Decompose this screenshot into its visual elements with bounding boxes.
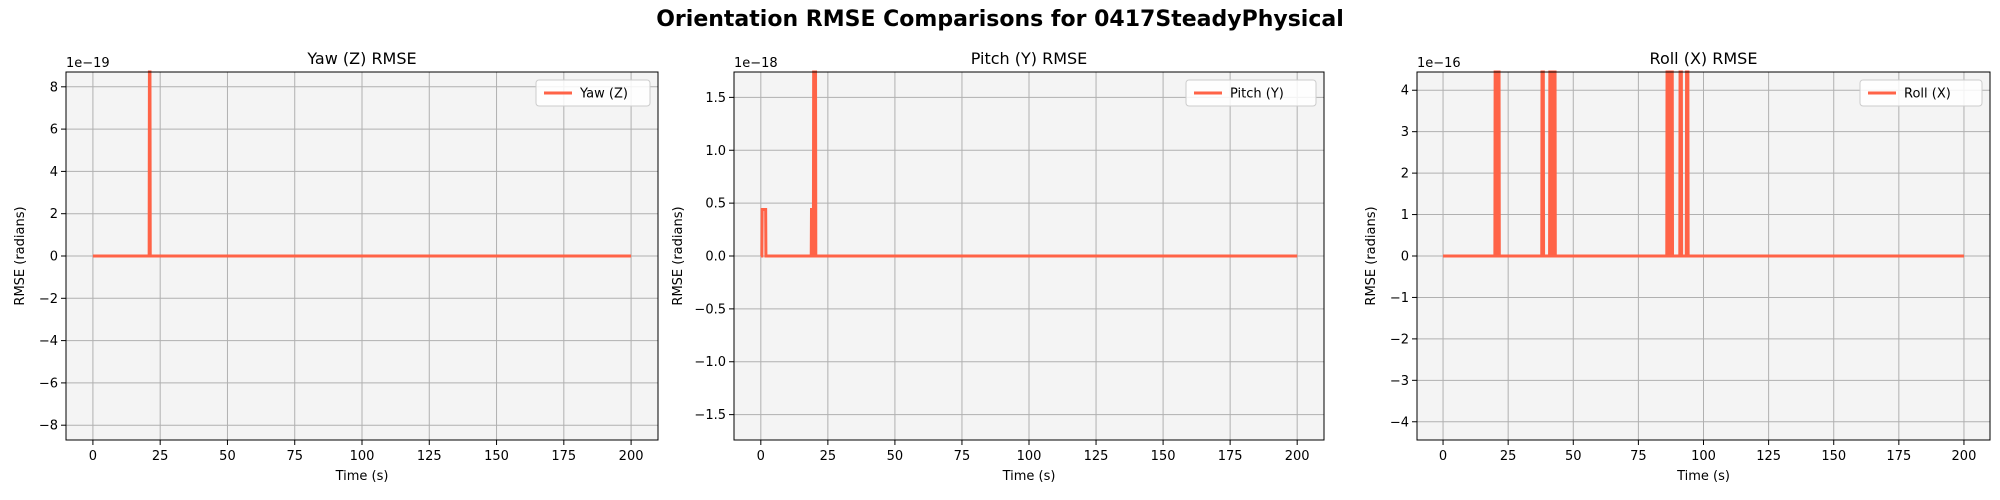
yaw-ytick-label: 2 <box>50 207 58 222</box>
roll-xtick-label: 125 <box>1756 449 1781 464</box>
roll-axes-title: Roll (X) RMSE <box>1650 49 1758 68</box>
roll-ytick-label: 3 <box>1401 125 1409 140</box>
yaw-xtick-label: 175 <box>551 449 576 464</box>
yaw-xtick-label: 50 <box>219 449 236 464</box>
roll-ytick-label: −2 <box>1390 332 1409 347</box>
pitch-ytick-label: 0.5 <box>705 197 726 212</box>
pitch-ytick-label: 0.0 <box>705 250 726 265</box>
pitch-xtick-label: 50 <box>887 449 904 464</box>
yaw-legend-label: Yaw (Z) <box>579 87 628 102</box>
yaw-xtick-label: 150 <box>484 449 509 464</box>
yaw-axes: 0 25 50 75 100 125 150 175 200 −8 −6 −4 −2 0 2 4 6 8 1e−19… <box>13 49 659 484</box>
yaw-ytick-label: −8 <box>39 419 58 434</box>
yaw-ytick-label: −4 <box>39 334 58 349</box>
pitch-axes: 0 25 50 75 100 125 150 175 200 −1.5 −1.0 −0.5 0.0 0.5… <box>671 49 1325 484</box>
yaw-xtick-label: 0 <box>89 449 97 464</box>
pitch-legend-label: Pitch (Y) <box>1230 87 1284 102</box>
roll-xtick-label: 0 <box>1439 449 1447 464</box>
roll-legend: Roll (X) <box>1859 79 1983 107</box>
pitch-xtick-label: 150 <box>1151 449 1176 464</box>
yaw-xtick-label: 100 <box>350 449 375 464</box>
pitch-axes-title: Pitch (Y) RMSE <box>971 49 1088 68</box>
yaw-xtick-label: 75 <box>286 449 303 464</box>
roll-xlabel: Time (s) <box>1676 469 1730 484</box>
pitch-ytick-label: −1.5 <box>694 408 726 423</box>
roll-ytick-label: 1 <box>1401 208 1409 223</box>
pitch-ylabel: RMSE (radians) <box>671 206 686 305</box>
pitch-ytick-label: 1.0 <box>705 144 726 159</box>
pitch-xtick-label: 200 <box>1285 449 1310 464</box>
yaw-ylabel: RMSE (radians) <box>13 206 28 305</box>
yaw-offset-label: 1e−19 <box>66 56 110 71</box>
pitch-legend: Pitch (Y) <box>1185 79 1317 107</box>
yaw-xlabel: Time (s) <box>335 469 389 484</box>
yaw-axes-title: Yaw (Z) RMSE <box>306 49 416 68</box>
roll-ytick-label: −4 <box>1390 415 1409 430</box>
pitch-xtick-label: 25 <box>820 449 837 464</box>
pitch-ytick-label: −0.5 <box>694 302 726 317</box>
pitch-xtick-label: 75 <box>954 449 971 464</box>
pitch-xtick-label: 125 <box>1084 449 1109 464</box>
roll-legend-frame <box>1859 79 1983 107</box>
yaw-xtick-label: 200 <box>619 449 644 464</box>
roll-ytick-label: 4 <box>1401 84 1409 99</box>
roll-ylabel: RMSE (radians) <box>1364 206 1379 305</box>
pitch-xtick-label: 0 <box>757 449 765 464</box>
roll-legend-label: Roll (X) <box>1904 87 1951 102</box>
yaw-legend: Yaw (Z) <box>535 79 651 107</box>
yaw-ytick-label: 6 <box>50 123 58 138</box>
yaw-ytick-label: −6 <box>39 376 58 391</box>
roll-xtick-label: 25 <box>1500 449 1517 464</box>
yaw-ytick-label: 4 <box>50 165 58 180</box>
pitch-xtick-label: 175 <box>1218 449 1243 464</box>
yaw-ytick-label: −2 <box>39 292 58 307</box>
yaw-xtick-label: 25 <box>152 449 169 464</box>
yaw-ytick-label: 8 <box>50 80 58 95</box>
axes-layer: 0 25 50 75 100 125 150 175 200−8−6−4−2024681e−19… <box>13 49 1991 484</box>
pitch-legend-frame <box>1185 79 1317 107</box>
roll-xtick-label: 200 <box>1952 449 1977 464</box>
roll-xtick-label: 150 <box>1821 449 1846 464</box>
pitch-xlabel: Time (s) <box>1002 469 1056 484</box>
yaw-xtick-label: 125 <box>417 449 442 464</box>
roll-ytick-label: 0 <box>1401 250 1409 265</box>
roll-offset-label: 1e−16 <box>1417 56 1461 71</box>
roll-axes: 0 25 50 75 100 125 150 175 200 −4 −3 −2 −1 0 1 2 3 4 1e−16… <box>1364 49 1991 484</box>
roll-xtick-label: 175 <box>1886 449 1911 464</box>
roll-ytick-label: −3 <box>1390 374 1409 389</box>
roll-ytick-label: −1 <box>1390 291 1409 306</box>
pitch-ytick-label: −1.0 <box>694 355 726 370</box>
roll-xtick-label: 50 <box>1565 449 1582 464</box>
pitch-ytick-label: 1.5 <box>705 91 726 106</box>
yaw-legend-frame <box>535 79 651 107</box>
pitch-xtick-label: 100 <box>1017 449 1042 464</box>
pitch-offset-label: 1e−18 <box>734 56 778 71</box>
roll-ytick-label: 2 <box>1401 167 1409 182</box>
roll-xtick-label: 100 <box>1691 449 1716 464</box>
figure-title: Orientation RMSE Comparisons for 0417Ste… <box>656 7 1344 32</box>
roll-xtick-label: 75 <box>1630 449 1647 464</box>
yaw-ytick-label: 0 <box>50 250 58 265</box>
